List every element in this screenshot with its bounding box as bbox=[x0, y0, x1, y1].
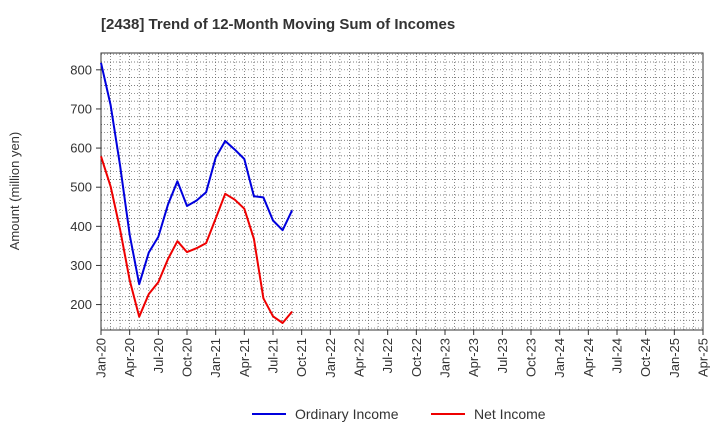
x-tick-label: Jul-21 bbox=[266, 338, 281, 373]
x-tick-label: Oct-20 bbox=[180, 338, 195, 377]
series-line-net-income bbox=[100, 155, 293, 324]
y-axis-title: Amount (million yen) bbox=[7, 132, 22, 251]
x-tick-label: Apr-22 bbox=[352, 338, 367, 377]
x-tick-label: Oct-21 bbox=[294, 338, 309, 377]
plot-frame bbox=[100, 52, 704, 331]
x-tick-label: Jan-23 bbox=[438, 338, 453, 378]
y-tick-label: 300 bbox=[70, 258, 92, 273]
x-tick-label: Jul-24 bbox=[610, 338, 625, 373]
x-tick-label: Apr-25 bbox=[696, 338, 711, 377]
x-tick-label: Jul-20 bbox=[151, 338, 166, 373]
series-line-ordinary-income bbox=[100, 62, 294, 286]
y-tick-label: 600 bbox=[70, 141, 92, 156]
x-tick-label: Apr-24 bbox=[581, 338, 596, 377]
x-tick-label: Apr-21 bbox=[237, 338, 252, 377]
x-tick-label: Oct-22 bbox=[409, 338, 424, 377]
legend: Ordinary Income Net Income bbox=[252, 406, 546, 422]
x-tick-label: Apr-20 bbox=[122, 338, 137, 377]
x-tick-label: Jul-23 bbox=[495, 338, 510, 373]
x-tick-label: Jan-20 bbox=[94, 338, 109, 378]
x-tick-label: Oct-23 bbox=[524, 338, 539, 377]
y-tick-label: 200 bbox=[70, 297, 92, 312]
y-tick-label: 500 bbox=[70, 180, 92, 195]
x-tick-label: Jul-22 bbox=[380, 338, 395, 373]
x-tick-label: Apr-23 bbox=[466, 338, 481, 377]
x-tick-label: Jan-22 bbox=[323, 338, 338, 378]
x-tick-label: Oct-24 bbox=[638, 338, 653, 377]
x-tick-label: Jan-24 bbox=[552, 338, 567, 378]
legend-label-ordinary-income: Ordinary Income bbox=[295, 406, 399, 422]
x-tick-label: Jan-21 bbox=[208, 338, 223, 378]
legend-label-net-income: Net Income bbox=[474, 406, 546, 422]
y-tick-label: 700 bbox=[70, 101, 92, 116]
axes: 200 300 400 500 600 700 800 Jan-20 Apr-20 Jul-20 O… bbox=[70, 52, 711, 378]
y-tick-label: 800 bbox=[70, 62, 92, 77]
y-tick-label: 400 bbox=[70, 219, 92, 234]
series-lines bbox=[100, 62, 294, 324]
chart-title: [2438] Trend of 12-Month Moving Sum of I… bbox=[101, 16, 456, 33]
x-tick-label: Jan-25 bbox=[667, 338, 682, 378]
grid bbox=[101, 53, 703, 330]
